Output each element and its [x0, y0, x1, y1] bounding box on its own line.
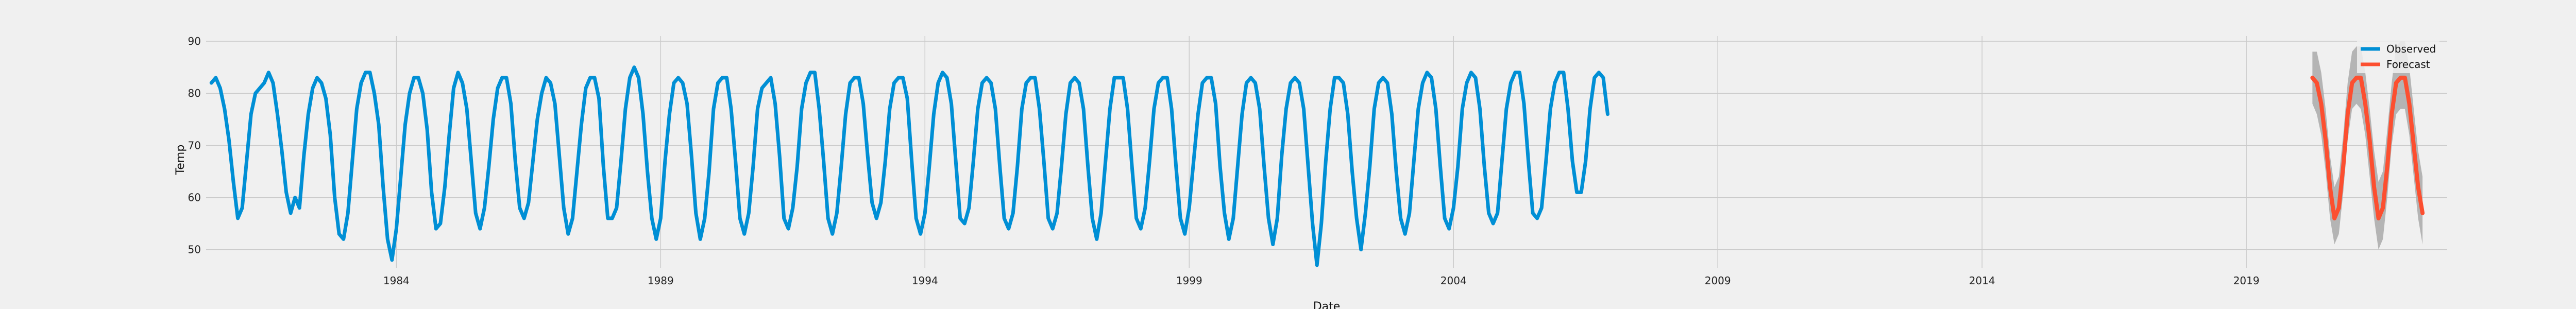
- x-tick-label: 2019: [2233, 274, 2260, 287]
- x-tick-label: 1989: [648, 274, 674, 287]
- legend-label-forecast: Forecast: [2386, 58, 2430, 71]
- tick-layer: 50 60 70 80 90 1984 1989 1994 1999 2004 2009 2014 20…: [188, 35, 2260, 287]
- y-tick-label: 60: [188, 191, 201, 203]
- y-axis-label: Temp: [174, 145, 187, 176]
- y-tick-label: 90: [188, 35, 201, 47]
- x-tick-label: 2004: [1440, 274, 1467, 287]
- legend-background: [2357, 37, 2439, 73]
- x-tick-label: 2009: [1705, 274, 1731, 287]
- x-tick-label: 1999: [1176, 274, 1202, 287]
- x-axis-label: Date: [1313, 300, 1341, 309]
- legend: Observed Forecast: [2357, 37, 2439, 73]
- x-tick-label: 1994: [912, 274, 938, 287]
- series-layer: [209, 65, 2425, 267]
- x-tick-label: 1984: [383, 274, 410, 287]
- legend-label-observed: Observed: [2386, 43, 2436, 55]
- x-tick-label: 2014: [1969, 274, 1995, 287]
- series-line-observed: [209, 65, 1609, 267]
- y-tick-label: 80: [188, 87, 201, 99]
- y-tick-label: 50: [188, 244, 201, 256]
- series-line-forecast: [2310, 75, 2425, 220]
- y-tick-label: 70: [188, 139, 201, 151]
